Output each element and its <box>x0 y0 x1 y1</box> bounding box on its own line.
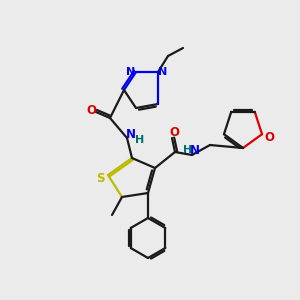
Text: O: O <box>264 131 274 144</box>
Text: N: N <box>126 128 136 142</box>
Text: H: H <box>135 135 145 145</box>
Text: S: S <box>96 172 104 184</box>
Text: O: O <box>169 125 179 139</box>
Text: N: N <box>158 67 168 77</box>
Text: H: H <box>183 145 193 155</box>
Text: N: N <box>190 143 200 157</box>
Text: O: O <box>86 103 96 116</box>
Text: N: N <box>126 67 136 77</box>
